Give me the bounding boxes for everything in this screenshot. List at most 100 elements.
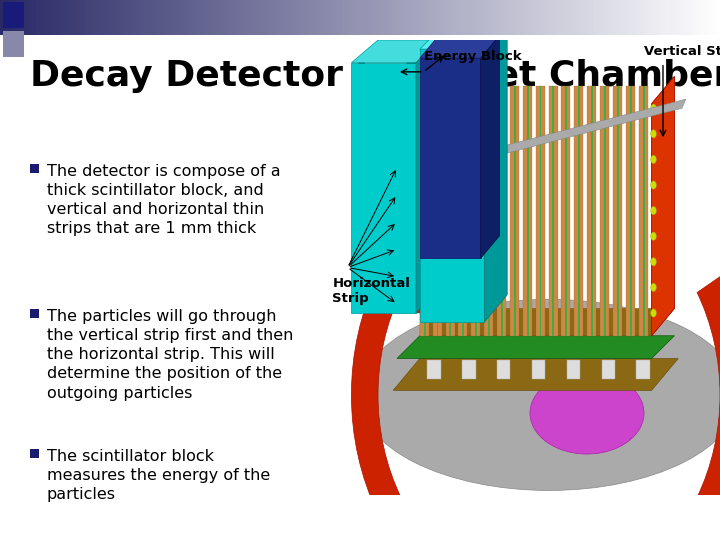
Bar [94, 0, 97, 35]
Ellipse shape [412, 190, 416, 197]
Polygon shape [423, 85, 426, 336]
Bar [414, 0, 418, 35]
Text: Vertical Strip: Vertical Strip [644, 45, 720, 58]
Bar [587, 0, 590, 35]
Bar [493, 0, 497, 35]
Bar [702, 0, 706, 35]
Ellipse shape [530, 372, 644, 454]
Bar [101, 0, 104, 35]
Bar [140, 0, 144, 35]
Text: The detector is compose of a
thick scintillator block, and
vertical and horizont: The detector is compose of a thick scint… [47, 164, 281, 236]
Bar [662, 0, 666, 35]
Bar [83, 0, 86, 35]
Ellipse shape [651, 206, 657, 215]
Bar [602, 360, 615, 379]
Bar [486, 0, 490, 35]
Bar [313, 0, 317, 35]
Bar [302, 0, 306, 35]
Ellipse shape [359, 299, 720, 490]
Bar [572, 0, 576, 35]
Polygon shape [449, 85, 451, 336]
Bar [497, 360, 510, 379]
Bar [594, 0, 598, 35]
Bar [209, 0, 212, 35]
Bar [410, 0, 414, 35]
Ellipse shape [651, 284, 657, 292]
Bar [184, 0, 187, 35]
Bar [616, 0, 619, 35]
Polygon shape [408, 141, 420, 154]
Bar [68, 0, 72, 35]
Bar [30, 309, 39, 318]
Bar [162, 0, 166, 35]
Polygon shape [420, 76, 443, 336]
Bar [248, 0, 252, 35]
Bar [324, 0, 328, 35]
Polygon shape [600, 85, 609, 336]
Polygon shape [378, 278, 420, 291]
Polygon shape [527, 85, 528, 336]
Bar [468, 0, 472, 35]
Bar [40, 0, 43, 35]
Bar [432, 0, 436, 35]
Bar [608, 0, 612, 35]
Polygon shape [562, 85, 570, 336]
Bar [230, 0, 234, 35]
Wedge shape [351, 276, 720, 540]
Polygon shape [475, 85, 477, 336]
Ellipse shape [412, 235, 416, 242]
Polygon shape [416, 99, 685, 177]
Bar [580, 0, 583, 35]
Bar [281, 0, 284, 35]
Bar [407, 0, 410, 35]
Polygon shape [378, 210, 420, 222]
Bar [551, 0, 554, 35]
Bar [400, 0, 403, 35]
Bar [626, 0, 630, 35]
Bar [104, 0, 108, 35]
Bar [518, 0, 522, 35]
Bar [3, 2, 24, 28]
Bar [529, 0, 533, 35]
Polygon shape [408, 300, 420, 313]
Bar [698, 0, 702, 35]
Bar [695, 0, 698, 35]
Bar [306, 0, 310, 35]
Bar [396, 0, 400, 35]
Bar [173, 0, 176, 35]
Polygon shape [501, 85, 503, 336]
Bar [547, 0, 551, 35]
Bar [259, 0, 263, 35]
Bar [382, 0, 385, 35]
Bar [360, 0, 364, 35]
Bar [462, 360, 475, 379]
Polygon shape [408, 278, 420, 291]
Bar [389, 0, 392, 35]
Bar [644, 0, 648, 35]
Polygon shape [630, 85, 631, 336]
Bar [79, 0, 83, 35]
Bar [4, 0, 7, 35]
Bar [137, 0, 140, 35]
Bar [295, 0, 299, 35]
Bar [36, 0, 40, 35]
Bar [680, 0, 684, 35]
Bar [479, 0, 482, 35]
Bar [612, 0, 616, 35]
Bar [205, 0, 209, 35]
Bar [30, 164, 39, 173]
Text: The particles will go through
the vertical strip first and then
the horizontal s: The particles will go through the vertic… [47, 309, 293, 401]
Ellipse shape [412, 167, 416, 173]
Bar [284, 0, 288, 35]
Bar [331, 0, 335, 35]
Bar [655, 0, 659, 35]
Bar [522, 0, 526, 35]
Polygon shape [378, 141, 420, 154]
Polygon shape [652, 76, 675, 336]
Bar [497, 0, 500, 35]
Ellipse shape [387, 322, 711, 468]
Bar [86, 0, 90, 35]
Bar [245, 0, 248, 35]
Polygon shape [408, 232, 420, 245]
Bar [119, 0, 122, 35]
